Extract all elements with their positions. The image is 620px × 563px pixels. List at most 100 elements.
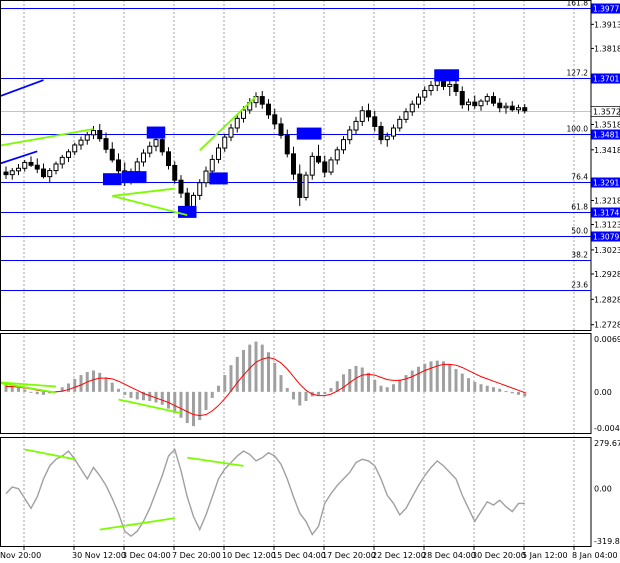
macd-bar-76 xyxy=(479,384,483,392)
macd-bar-11 xyxy=(73,378,77,392)
cci-tick-label-2: -319.822 xyxy=(594,537,620,546)
candle-body-41 xyxy=(259,96,265,105)
fib-price-tag-text-1: 1.3701 xyxy=(593,75,619,84)
macd-bar-70 xyxy=(442,361,445,392)
macd-bar-7 xyxy=(48,391,52,394)
candle-body-65 xyxy=(409,103,415,113)
fib-price-tag-text-5: 1.3079 xyxy=(593,233,619,242)
macd-bar-42 xyxy=(267,352,270,392)
fib-price-tag-1 xyxy=(591,73,620,84)
candle-body-64 xyxy=(403,111,409,120)
macd-bar-43 xyxy=(273,362,277,392)
macd-bar-24 xyxy=(154,391,158,403)
macd-bar-12 xyxy=(79,375,83,392)
macd-panel xyxy=(0,341,527,427)
macd-bar-31 xyxy=(198,391,202,421)
candle-body-25 xyxy=(159,139,165,153)
current-price-tag-text: 1.3572 xyxy=(593,108,620,117)
macd-tick-label-1: 0.00 xyxy=(594,388,612,397)
time-tick-label-6: 17 Dec 20:00 xyxy=(322,551,376,560)
candle-body-2 xyxy=(16,167,21,172)
marker-7 xyxy=(434,69,459,82)
candle-body-80 xyxy=(503,105,509,109)
candle-body-76 xyxy=(478,100,484,107)
macd-bar-56 xyxy=(354,365,358,392)
cci-panel xyxy=(5,448,525,538)
candle-body-11 xyxy=(72,144,78,153)
macd-bar-27 xyxy=(173,391,177,414)
marker-3 xyxy=(146,126,166,139)
candle-body-71 xyxy=(447,83,453,87)
candle-body-35 xyxy=(222,136,228,149)
candle-body-30 xyxy=(191,194,196,209)
macd-bar-80 xyxy=(504,391,508,393)
macd-bar-47 xyxy=(298,391,302,406)
marker-5 xyxy=(209,172,228,185)
macd-bar-37 xyxy=(235,356,239,392)
macd-bar-58 xyxy=(367,372,370,392)
candle-body-42 xyxy=(266,103,271,116)
fib-price-tag-3 xyxy=(591,177,620,188)
macd-bar-60 xyxy=(379,385,383,392)
price-tick-label-0: 1.3913 xyxy=(594,20,620,29)
candle-body-3 xyxy=(22,161,28,169)
macd-signal-line xyxy=(6,357,525,416)
candle-body-78 xyxy=(491,96,496,104)
axis-labels: 1.3913 1.3818 1.3518 1.3418 1.3218 1.3123 1.30… xyxy=(0,20,620,560)
macd-bar-16 xyxy=(104,377,108,392)
candle-body-4 xyxy=(28,161,34,166)
cci-tick-label-1: 0.00 xyxy=(594,485,612,494)
macd-bar-9 xyxy=(60,387,64,392)
macd-bar-36 xyxy=(229,365,233,392)
candle-body-15 xyxy=(97,130,103,140)
macd-bar-78 xyxy=(492,387,495,392)
candle-body-38 xyxy=(241,109,246,119)
macd-bar-63 xyxy=(398,379,402,392)
candle-body-43 xyxy=(272,114,278,125)
candle-body-21 xyxy=(134,161,140,173)
candle-body-66 xyxy=(416,96,421,105)
cci-divergence-1 xyxy=(24,448,75,461)
candle-body-6 xyxy=(41,168,46,178)
macd-bar-25 xyxy=(160,391,164,405)
candle-body-0 xyxy=(3,171,9,176)
price-tick-label-7: 1.2928 xyxy=(594,270,620,279)
fib-label-7: 23.6 xyxy=(571,281,588,290)
candle-body-22 xyxy=(141,152,146,163)
macd-bar-79 xyxy=(498,388,502,392)
macd-bar-10 xyxy=(67,383,70,392)
candle-body-7 xyxy=(47,170,53,178)
macd-bar-38 xyxy=(242,349,245,392)
green-trend-1 xyxy=(0,128,94,147)
candle-body-63 xyxy=(397,118,403,129)
candle-body-23 xyxy=(147,145,153,154)
macd-bar-5 xyxy=(35,391,39,395)
candle-body-61 xyxy=(384,135,390,141)
time-tick-label-2: 3 Dec 04:00 xyxy=(122,551,171,560)
marker-1 xyxy=(103,173,122,186)
price-tick-label-8: 1.2828 xyxy=(594,295,620,304)
time-gridlines xyxy=(23,0,575,547)
fib-price-tag-text-2: 1.3481 xyxy=(593,131,619,140)
macd-bar-26 xyxy=(167,391,170,409)
candle-body-36 xyxy=(228,127,234,138)
macd-bar-68 xyxy=(429,361,433,392)
macd-divergence-3 xyxy=(118,398,182,415)
candle-body-48 xyxy=(303,174,309,198)
macd-bar-67 xyxy=(423,363,427,392)
candle-body-8 xyxy=(53,163,59,172)
macd-bar-50 xyxy=(317,391,320,395)
candle-body-49 xyxy=(309,155,315,176)
fib-label-4: 61.8 xyxy=(571,203,588,212)
cci-divergence-3 xyxy=(187,456,244,467)
macd-bar-0 xyxy=(4,384,8,392)
time-tick-label-7: 22 Dec 12:00 xyxy=(372,551,426,560)
candle-body-53 xyxy=(334,149,340,161)
macd-bar-64 xyxy=(404,375,408,392)
price-panel-frame xyxy=(0,0,592,331)
candle-body-55 xyxy=(347,129,353,141)
time-tick-label-10: 5 Jan 12:00 xyxy=(522,551,568,560)
macd-bar-30 xyxy=(192,391,195,427)
time-tick-label-1: 30 Nov 12:00 xyxy=(72,551,126,560)
price-tick-label-3: 1.3418 xyxy=(594,146,620,155)
